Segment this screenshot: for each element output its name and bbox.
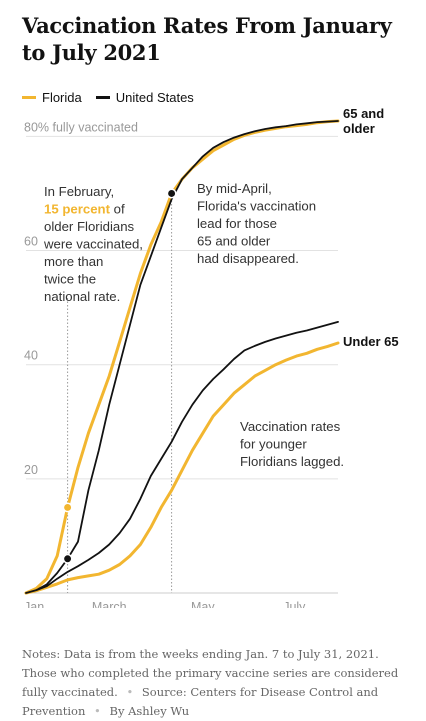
annotation-text: By mid-April,	[197, 181, 272, 196]
notes: Notes: Data is from the weeks ending Jan…	[22, 645, 412, 721]
annotation-text: Floridians lagged.	[240, 454, 344, 469]
annotation-dot-united-states	[166, 188, 177, 199]
series-lines	[24, 119, 340, 595]
legend-item-florida: Florida	[22, 90, 82, 105]
annotation-text: Vaccination rates	[240, 419, 341, 434]
annotation-text: were vaccinated,	[43, 237, 143, 252]
annotation-text: 15 percent of	[44, 202, 125, 217]
legend-label-united-states: United States	[115, 90, 194, 105]
x-tick-label: May	[191, 600, 215, 608]
grid: 20 40 60 80% fully vaccinated Jan. March May Ju…	[24, 120, 338, 608]
line-chart: 20 40 60 80% fully vaccinated Jan. March May Ju…	[24, 108, 399, 608]
notes-byline: By Ashley Wu	[109, 704, 190, 718]
annotation-text: Florida's vaccination	[197, 199, 316, 214]
series-group-label: 65 and	[343, 108, 384, 121]
series-line-older-united-states	[25, 120, 339, 594]
series-line-under65-florida	[24, 341, 340, 595]
annotation-text: more than	[44, 254, 103, 269]
x-tick-label: Jan.	[24, 600, 48, 608]
annotation-text: twice the	[44, 272, 96, 287]
series-group-label: Under 65	[343, 334, 399, 349]
annotation-text: 65 and older	[197, 234, 271, 249]
annotation-text: lead for those	[197, 216, 277, 231]
annotation-guides	[67, 193, 173, 593]
series-line-under65-united-states	[25, 321, 339, 594]
notes-separator: •	[94, 704, 101, 718]
annotation-text-rest: of	[110, 202, 125, 217]
annotation-highlight: 15 percent	[44, 202, 111, 217]
notes-separator: •	[126, 685, 134, 699]
legend-item-united-states: United States	[95, 90, 194, 105]
annotation-dot-florida	[62, 502, 73, 513]
annotation-text: national rate.	[44, 289, 120, 304]
annotation-dots	[62, 188, 177, 564]
y-tick-label: 20	[24, 463, 38, 477]
legend-swatch-united-states	[95, 96, 110, 99]
legend: Florida United States	[22, 90, 208, 105]
legend-swatch-florida	[22, 96, 36, 99]
notes-text: Notes: Data is from the weeks ending Jan…	[22, 647, 399, 699]
annotation-text: In February,	[44, 184, 114, 199]
annotation-text: had disappeared.	[197, 251, 299, 266]
chart-title: Vaccination Rates From January to July 2…	[22, 13, 392, 65]
legend-label-florida: Florida	[42, 90, 82, 105]
notes-source: Source: Centers for Disease Control and …	[22, 685, 379, 718]
y-tick-label: 60	[24, 235, 38, 249]
annotation-text: older Floridians	[44, 219, 135, 234]
y-tick-label: 40	[24, 349, 38, 363]
annotation-dot-united-states	[62, 553, 73, 564]
series-group-label: older	[343, 121, 375, 136]
y-top-label: 80% fully vaccinated	[24, 120, 138, 134]
annotation-text: for younger	[240, 437, 307, 452]
x-tick-label: July	[283, 600, 306, 608]
x-tick-label: March	[92, 600, 127, 608]
